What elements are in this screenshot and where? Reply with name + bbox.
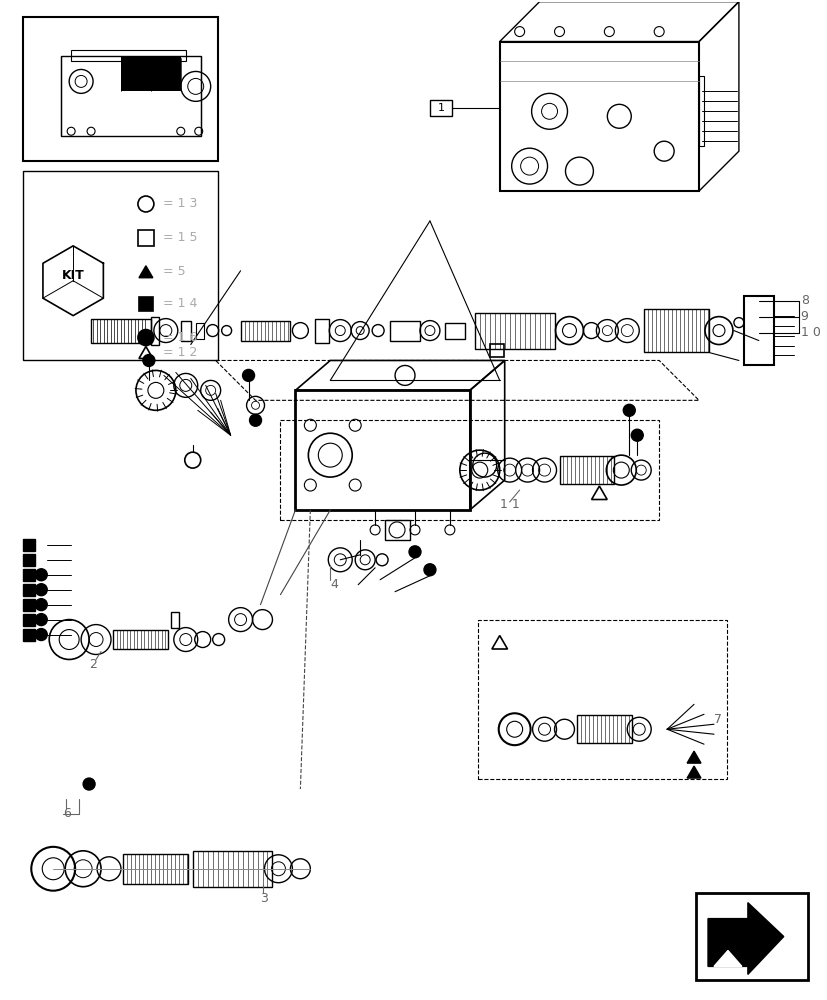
Bar — [23, 629, 36, 641]
Text: = 5: = 5 — [163, 265, 185, 278]
Text: 1 1: 1 1 — [500, 498, 519, 511]
Text: 9: 9 — [800, 310, 808, 323]
Bar — [23, 171, 218, 360]
Bar — [743, 296, 773, 365]
Circle shape — [249, 414, 261, 426]
Text: 6: 6 — [63, 807, 71, 820]
Bar — [23, 539, 36, 551]
Polygon shape — [139, 266, 153, 278]
Circle shape — [36, 599, 47, 611]
Bar — [112, 630, 168, 649]
Circle shape — [36, 629, 47, 641]
Bar — [444, 323, 464, 339]
Bar — [489, 344, 503, 357]
Circle shape — [36, 614, 47, 626]
Bar — [121, 56, 180, 91]
Text: 4: 4 — [330, 578, 337, 591]
Bar — [23, 599, 36, 611]
Bar — [170, 612, 179, 628]
Bar — [500, 42, 698, 191]
Circle shape — [143, 354, 155, 366]
Bar — [474, 313, 554, 349]
Bar — [643, 309, 708, 352]
Bar — [180, 321, 190, 341]
Text: 1 0: 1 0 — [800, 326, 820, 339]
Bar — [477, 620, 726, 779]
Bar — [576, 715, 632, 743]
Text: = 1 2: = 1 2 — [163, 346, 197, 359]
Bar — [559, 456, 614, 484]
Circle shape — [630, 429, 643, 441]
Bar — [195, 323, 203, 339]
Text: 1: 1 — [437, 103, 444, 113]
Bar — [23, 554, 36, 566]
Text: 7: 7 — [713, 713, 721, 726]
Text: 8: 8 — [800, 294, 808, 307]
Circle shape — [623, 404, 634, 416]
Text: = 1 5: = 1 5 — [163, 231, 197, 244]
Bar — [295, 390, 469, 510]
Bar — [315, 319, 329, 343]
Polygon shape — [686, 751, 700, 763]
Bar — [698, 76, 703, 146]
Bar — [151, 317, 159, 345]
Bar — [123, 854, 188, 884]
Circle shape — [409, 546, 420, 558]
Bar — [23, 17, 218, 161]
Circle shape — [242, 369, 254, 381]
Circle shape — [36, 569, 47, 581]
Bar — [390, 321, 419, 341]
Circle shape — [83, 778, 95, 790]
Bar — [71, 50, 185, 61]
Circle shape — [423, 564, 435, 576]
Polygon shape — [686, 766, 700, 778]
Circle shape — [36, 584, 47, 596]
Bar — [385, 520, 409, 540]
Text: = 1 3: = 1 3 — [163, 197, 197, 210]
Polygon shape — [713, 950, 741, 966]
Bar — [23, 569, 36, 581]
Bar — [138, 230, 154, 246]
Bar — [241, 321, 290, 341]
Bar — [193, 851, 272, 887]
Bar — [23, 614, 36, 626]
Bar — [139, 297, 153, 311]
Text: KIT: KIT — [62, 269, 84, 282]
Bar — [23, 584, 36, 596]
Circle shape — [138, 330, 154, 346]
Bar — [696, 893, 806, 980]
Text: 2: 2 — [89, 658, 97, 671]
Text: 3: 3 — [261, 892, 268, 905]
Bar — [280, 420, 658, 520]
Text: = 1 4: = 1 4 — [163, 297, 197, 310]
Bar — [429, 100, 452, 116]
Polygon shape — [707, 903, 783, 974]
Bar — [91, 319, 151, 343]
Text: = 1 6: = 1 6 — [163, 331, 197, 344]
